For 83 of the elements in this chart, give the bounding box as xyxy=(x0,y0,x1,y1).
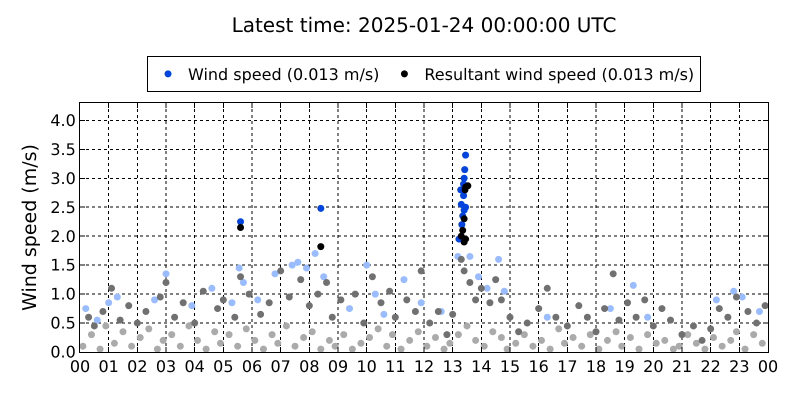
x-tick-label: 14 xyxy=(471,357,492,376)
x-tick-label: 21 xyxy=(672,357,692,376)
point xyxy=(462,152,470,159)
x-tick-label: 23 xyxy=(729,357,750,376)
chart-title: Latest time: 2025-01-24 00:00:00 UTC xyxy=(232,13,616,37)
point xyxy=(320,273,328,280)
point xyxy=(236,264,243,272)
point xyxy=(500,288,508,295)
point xyxy=(271,270,278,278)
point xyxy=(495,256,502,263)
point xyxy=(400,276,408,284)
point xyxy=(460,215,468,222)
point xyxy=(484,284,491,292)
x-tick-label: 01 xyxy=(98,357,119,376)
point xyxy=(208,284,216,292)
point xyxy=(288,262,296,269)
point xyxy=(459,226,466,234)
x-tick-label: 07 xyxy=(270,357,291,376)
point xyxy=(460,206,468,214)
point xyxy=(317,243,324,250)
point xyxy=(644,314,652,321)
point xyxy=(363,262,370,269)
x-tick-label: 20 xyxy=(643,357,664,376)
x-tick-label: 10 xyxy=(356,357,377,376)
point xyxy=(105,299,112,306)
y-tick-label: 1.0 xyxy=(50,284,76,304)
x-tick-label: 17 xyxy=(557,357,578,376)
point xyxy=(372,290,379,298)
y-tick-label: 3.0 xyxy=(50,168,76,188)
point xyxy=(712,296,720,304)
y-tick-label: 4.0 xyxy=(50,110,76,130)
x-tick-label: 05 xyxy=(213,357,234,376)
point xyxy=(254,296,262,304)
x-tick-label: 15 xyxy=(500,357,520,376)
point xyxy=(474,273,482,280)
point xyxy=(237,218,244,226)
point xyxy=(418,299,425,306)
point xyxy=(544,314,551,321)
x-tick-label: 00 xyxy=(70,357,90,376)
point xyxy=(228,299,236,306)
point xyxy=(188,302,196,310)
x-tick-label: 08 xyxy=(299,357,320,376)
x-tick-label: 00 xyxy=(758,357,778,376)
point xyxy=(240,279,247,286)
x-tick-label: 03 xyxy=(156,357,176,376)
x-tick-label: 18 xyxy=(586,357,606,376)
x-tick-label: 04 xyxy=(184,357,205,376)
point xyxy=(461,166,468,174)
y-tick-label: 2.5 xyxy=(50,198,76,217)
x-tick-label: 02 xyxy=(127,357,148,376)
point xyxy=(237,224,244,231)
point xyxy=(730,288,738,295)
y-tick-label: 3.5 xyxy=(50,140,76,159)
point xyxy=(162,270,170,278)
x-tick-label: 09 xyxy=(328,357,348,376)
x-tick-label: 19 xyxy=(614,357,635,376)
point xyxy=(630,282,637,289)
point xyxy=(312,250,319,258)
legend-label: Wind speed (0.013 m/s) xyxy=(188,65,380,84)
point xyxy=(466,252,474,260)
y-tick-label: 2.0 xyxy=(50,226,76,246)
point xyxy=(82,305,90,312)
point xyxy=(346,305,353,312)
legend-label: Resultant wind speed (0.013 m/s) xyxy=(424,65,694,84)
point xyxy=(380,310,388,318)
point xyxy=(94,316,101,324)
y-tick-label: 0.5 xyxy=(50,314,76,333)
point xyxy=(317,204,324,212)
point xyxy=(151,296,158,304)
y-axis-title: Wind speed (m/s) xyxy=(19,144,42,311)
point xyxy=(114,293,121,300)
x-tick-label: 11 xyxy=(385,357,406,376)
point xyxy=(606,305,614,312)
point xyxy=(302,264,310,272)
point xyxy=(294,258,302,266)
point xyxy=(460,192,468,200)
point xyxy=(756,308,763,315)
y-tick-label: 1.5 xyxy=(50,256,76,275)
x-tick-label: 06 xyxy=(242,357,262,376)
x-tick-label: 12 xyxy=(414,357,434,376)
x-tick-label: 16 xyxy=(528,357,549,376)
x-tick-label: 22 xyxy=(700,357,721,376)
x-tick-label: 13 xyxy=(442,357,463,376)
